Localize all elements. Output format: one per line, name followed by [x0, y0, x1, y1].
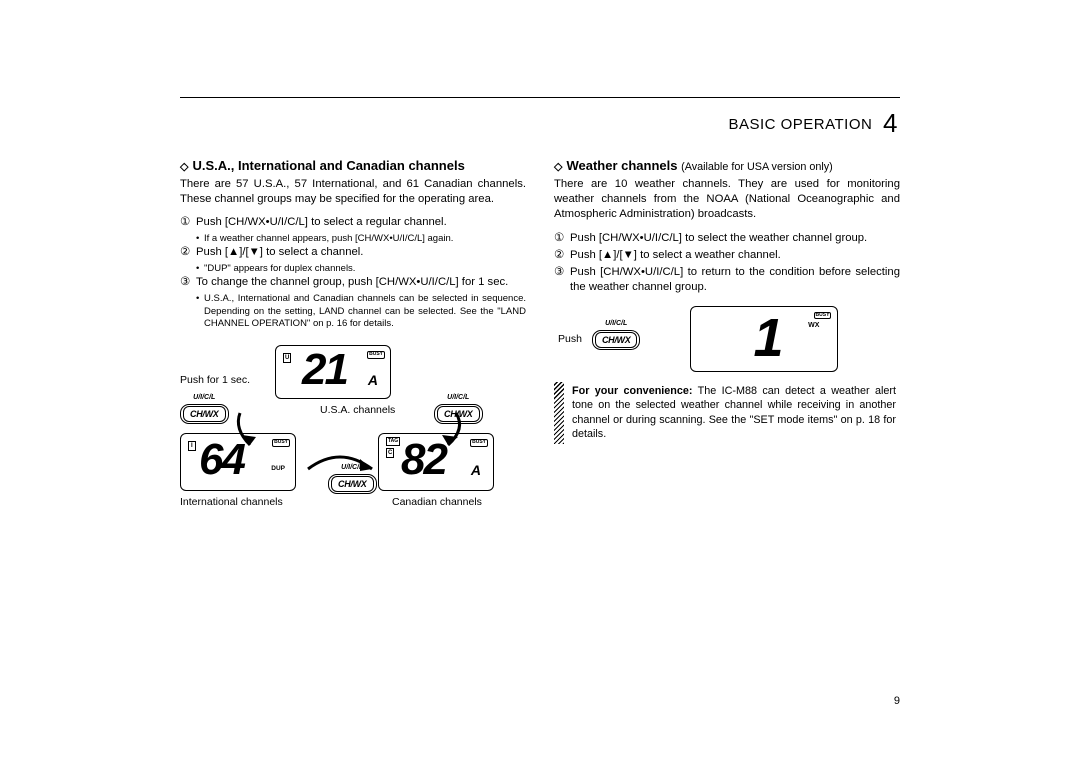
circled-3-icon: ③	[554, 265, 570, 296]
chapter-number: 4	[883, 108, 898, 138]
arrow-icon	[418, 411, 468, 451]
left-title-text: U.S.A., International and Canadian chann…	[192, 158, 464, 173]
left-step-2-sub-text: "DUP" appears for duplex channels.	[204, 263, 526, 276]
circled-1-icon: ①	[180, 215, 196, 230]
right-step-1: ① Push [CH/WX•U/I/C/L] to select the wea…	[554, 231, 900, 246]
page-header: BASIC OPERATION 4	[180, 108, 900, 139]
lcd-can-indicator: C	[386, 448, 394, 458]
channel-cycle-diagram: Push for 1 sec. U/I/C/L CH/WX U BUSY 21 …	[180, 345, 526, 535]
arrow-icon	[300, 447, 380, 477]
chwx-button-wx: U/I/C/L CH/WX	[592, 327, 641, 350]
lcd-can-suffix: A	[471, 461, 481, 480]
usa-channels-label: U.S.A. channels	[320, 403, 395, 417]
bullet-icon: •	[196, 293, 204, 331]
left-step-3-sub: • U.S.A., International and Canadian cha…	[196, 293, 526, 331]
circled-2-icon: ②	[554, 248, 570, 263]
lcd-usa-suffix: A	[368, 371, 378, 390]
circled-3-icon: ③	[180, 275, 196, 290]
left-step-1-sub: • If a weather channel appears, push [CH…	[196, 233, 526, 246]
busy-icon: BUSY	[367, 350, 385, 359]
btn-text-1: CH/WX	[183, 406, 226, 422]
lcd-intl-dup: DUP	[271, 465, 285, 474]
left-intro: There are 57 U.S.A., 57 International, a…	[180, 177, 526, 208]
note-lead: For your convenience:	[572, 385, 693, 397]
diamond-icon: ◇	[554, 161, 562, 173]
wx-btn-text: CH/WX	[595, 332, 638, 348]
wx-btn-hint: U/I/C/L	[592, 319, 641, 328]
lcd-wx: BUSY WX 1	[690, 306, 838, 372]
left-step-1: ① Push [CH/WX•U/I/C/L] to select a regul…	[180, 215, 526, 230]
page-number: 9	[894, 695, 900, 707]
lcd-usa-channel: 21	[302, 348, 347, 392]
left-step-3: ③ To change the channel group, push [CH/…	[180, 275, 526, 290]
left-step-2-text: Push [▲]/[▼] to select a channel.	[196, 245, 526, 260]
convenience-note: For your convenience: The IC-M88 can det…	[554, 382, 900, 444]
left-step-1-text: Push [CH/WX•U/I/C/L] to select a regular…	[196, 215, 526, 230]
btn-hint-2: U/I/C/L	[434, 393, 483, 402]
circled-2-icon: ②	[180, 245, 196, 260]
lcd-wx-indicator: WX	[808, 321, 819, 330]
busy-icon: BUSY	[814, 311, 832, 320]
hatch-bar-icon	[554, 382, 564, 444]
btn-hint-1: U/I/C/L	[180, 393, 229, 402]
btn-text-3: CH/WX	[331, 476, 374, 492]
right-column: ◇ Weather channels (Available for USA ver…	[554, 157, 900, 535]
bullet-icon: •	[196, 263, 204, 276]
lcd-usa: U BUSY 21 A	[275, 345, 391, 399]
left-step-3-text: To change the channel group, push [CH/WX…	[196, 275, 526, 290]
left-step-3-sub-text: U.S.A., International and Canadian chann…	[204, 293, 526, 331]
left-column: ◇ U.S.A., International and Canadian chan…	[180, 157, 526, 535]
top-rule	[180, 97, 900, 98]
arrow-icon	[232, 411, 282, 451]
can-channels-label: Canadian channels	[392, 495, 482, 509]
right-section-title: ◇ Weather channels (Available for USA ver…	[554, 157, 900, 175]
lcd-usa-indicator: U	[283, 353, 291, 363]
bullet-icon: •	[196, 233, 204, 246]
left-step-2: ② Push [▲]/[▼] to select a channel.	[180, 245, 526, 260]
lcd-intl-indicator: I	[188, 441, 196, 451]
right-step-1-text: Push [CH/WX•U/I/C/L] to select the weath…	[570, 231, 900, 246]
right-intro: There are 10 weather channels. They are …	[554, 177, 900, 223]
right-title-text: Weather channels	[566, 158, 677, 173]
right-step-3: ③ Push [CH/WX•U/I/C/L] to return to the …	[554, 265, 900, 296]
section-name: BASIC OPERATION	[728, 116, 872, 133]
lcd-can-tag: TAG	[386, 437, 400, 446]
weather-diagram: Push U/I/C/L CH/WX BUSY WX 1	[554, 306, 900, 372]
chwx-button-1: U/I/C/L CH/WX	[180, 393, 229, 424]
push-for-1sec-label: Push for 1 sec.	[180, 373, 250, 387]
left-step-2-sub: • "DUP" appears for duplex channels.	[196, 263, 526, 276]
left-step-1-sub-text: If a weather channel appears, push [CH/W…	[204, 233, 526, 246]
lcd-wx-channel: 1	[753, 311, 781, 365]
right-step-2-text: Push [▲]/[▼] to select a weather channel…	[570, 248, 900, 263]
right-title-tail: (Available for USA version only)	[681, 161, 833, 173]
circled-1-icon: ①	[554, 231, 570, 246]
intl-channels-label: International channels	[180, 495, 283, 509]
wx-push-label: Push	[558, 332, 582, 346]
right-step-3-text: Push [CH/WX•U/I/C/L] to return to the co…	[570, 265, 900, 296]
busy-icon: BUSY	[470, 438, 488, 447]
left-section-title: ◇ U.S.A., International and Canadian chan…	[180, 157, 526, 175]
diamond-icon: ◇	[180, 161, 188, 173]
right-step-2: ② Push [▲]/[▼] to select a weather chann…	[554, 248, 900, 263]
